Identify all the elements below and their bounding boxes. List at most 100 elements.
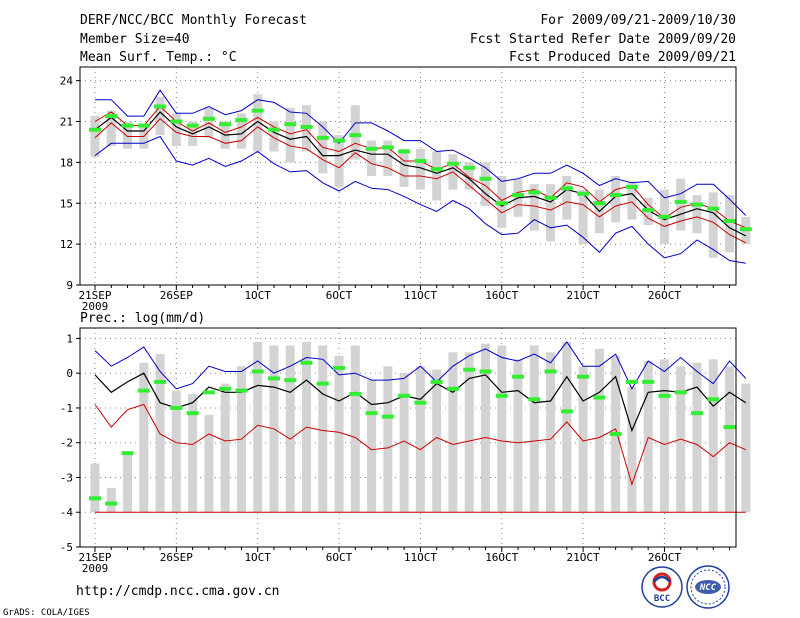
precip-label: Prec.: log(mm/d) <box>80 311 205 326</box>
spread-box <box>513 359 523 513</box>
spread-box <box>334 135 344 187</box>
observation-mark <box>381 145 394 150</box>
plot-frame <box>79 327 737 548</box>
y-tick-label: 0 <box>66 367 73 380</box>
spread-box <box>350 105 360 160</box>
observation-mark <box>560 186 573 191</box>
spread-box <box>627 181 637 220</box>
y-tick-label: -1 <box>60 402 73 415</box>
started-date: Fcst Started Refer Date 2009/09/20 <box>470 32 736 47</box>
x-year-label: 2009 <box>82 562 109 575</box>
x-tick-label: 11OCT <box>404 289 437 302</box>
member-size: Member Size=40 <box>80 32 190 47</box>
observation-mark <box>186 123 199 128</box>
observation-mark <box>674 390 687 395</box>
spread-box <box>171 113 181 147</box>
spread-box <box>367 380 377 513</box>
observation-mark <box>609 432 622 437</box>
observation-mark <box>349 133 362 138</box>
observation-mark <box>577 374 590 379</box>
y-tick-label: 24 <box>60 75 74 88</box>
x-tick-label: 26OCT <box>648 289 681 302</box>
observation-mark <box>446 386 459 391</box>
grads-credit: GrADS: COLA/IGES <box>3 608 90 618</box>
observation-mark <box>121 123 134 128</box>
spread-box <box>90 463 100 513</box>
observation-mark <box>414 400 427 405</box>
observation-mark <box>625 184 638 189</box>
observation-mark <box>463 367 476 372</box>
spread-box <box>594 348 604 513</box>
observation-mark <box>137 388 150 393</box>
spread-box <box>188 394 198 513</box>
observation-mark <box>642 208 655 213</box>
observation-mark <box>219 386 232 391</box>
observation-mark <box>723 425 736 430</box>
spread-box <box>383 366 393 513</box>
observation-mark <box>739 227 752 232</box>
chart-title: DERF/NCC/BCC Monthly Forecast <box>80 13 307 28</box>
observation-mark <box>381 414 394 419</box>
spread-box <box>415 148 425 190</box>
observation-mark <box>414 159 427 164</box>
spread-box <box>725 195 735 253</box>
spread-box <box>464 162 474 190</box>
x-tick-label: 26OCT <box>648 551 681 564</box>
observation-mark <box>105 114 118 119</box>
observation-mark <box>186 411 199 416</box>
source-url[interactable]: http://cmdp.ncc.cma.gov.cn <box>76 584 280 599</box>
y-tick-label: 12 <box>60 238 73 251</box>
spread-box <box>611 176 621 223</box>
y-tick-label: 18 <box>60 156 73 169</box>
temperature-panel: 9 12 15 18 21 24 21SEP 26SEP 1OCT 6OCT 11OCT 16OCT 2… <box>60 66 752 313</box>
spread-box <box>432 369 442 513</box>
spread-box <box>220 383 230 513</box>
observation-mark <box>625 379 638 384</box>
series-line-lower <box>94 118 747 244</box>
observation-mark <box>593 201 606 206</box>
observation-mark <box>170 119 183 124</box>
spread-box <box>480 343 490 513</box>
spread-box <box>562 341 572 513</box>
observation-mark <box>316 381 329 386</box>
x-tick-label: 16OCT <box>485 551 518 564</box>
spread-box <box>334 355 344 513</box>
observation-mark <box>235 388 248 393</box>
precipitation-panel: -5 -4 -3 -2 -1 0 1 21SEP 26SEP 1OCT 6OCT 11OCT 16OCT… <box>60 327 751 575</box>
observation-mark <box>365 146 378 151</box>
y-tick-label: 15 <box>60 197 73 210</box>
spread-box <box>139 362 149 513</box>
spread-box <box>155 96 165 136</box>
spread-box <box>659 359 669 513</box>
forecast-period: For 2009/09/21-2009/10/30 <box>540 13 736 28</box>
observation-mark <box>495 201 508 206</box>
spread-box <box>383 140 393 176</box>
y-tick-label: -2 <box>60 437 73 450</box>
observation-mark <box>593 395 606 400</box>
observation-mark <box>577 191 590 196</box>
y-tick-label: -3 <box>60 471 73 484</box>
spread-box <box>741 383 751 513</box>
observation-mark <box>479 176 492 181</box>
observation-mark <box>235 118 248 123</box>
spread-box <box>253 341 263 513</box>
spread-box <box>692 362 702 513</box>
spread-box <box>546 352 556 513</box>
spread-box <box>708 192 718 258</box>
observation-mark <box>105 501 118 506</box>
spread-box <box>236 113 246 149</box>
spread-box <box>497 345 507 513</box>
observation-mark <box>89 496 101 501</box>
plot-frame <box>79 66 737 286</box>
series-line-min <box>94 135 746 264</box>
x-tick-label: 16OCT <box>485 289 518 302</box>
observation-mark <box>512 193 525 198</box>
observation-mark <box>479 369 492 374</box>
y-tick-label: -5 <box>60 541 73 554</box>
x-tick-label: 21OCT <box>567 551 600 564</box>
y-tick-label: -4 <box>60 506 74 519</box>
spread-box <box>725 366 735 513</box>
series-line-max <box>95 89 747 216</box>
spread-box <box>627 387 637 513</box>
spread-box <box>123 121 133 149</box>
